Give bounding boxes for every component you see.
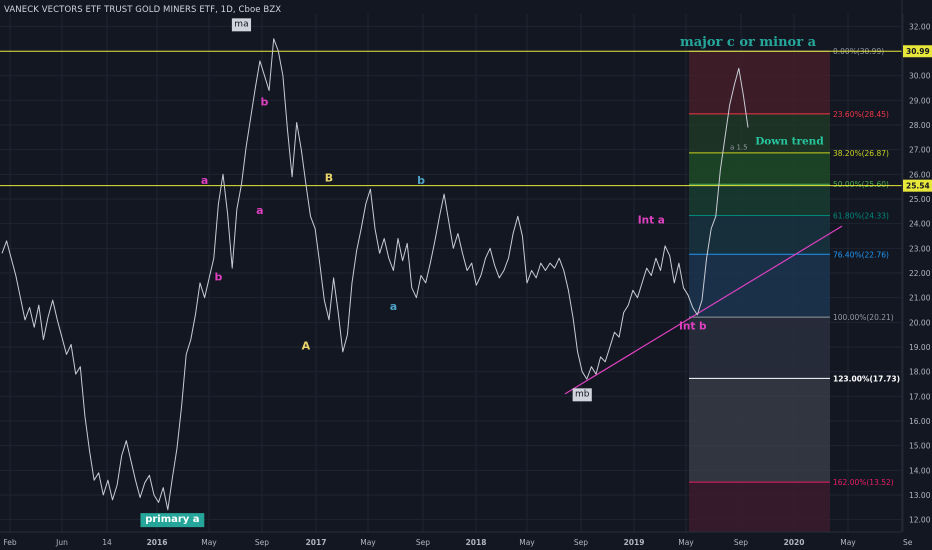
- fib-zone: [689, 482, 830, 532]
- y-tick-label: 20.00: [909, 318, 931, 327]
- y-tick-label: 19.00: [909, 343, 931, 352]
- annotation-label: A: [302, 339, 311, 352]
- fib-zone: [689, 317, 830, 379]
- price-series-line: [1, 38, 749, 511]
- annotation-label: B: [325, 172, 333, 185]
- fib-level-label: 61.80%(24.33): [833, 212, 889, 221]
- annotation-box: [572, 388, 592, 402]
- x-tick-label: May: [840, 538, 856, 547]
- annotation-box: [231, 18, 252, 32]
- annotation-label: b: [261, 95, 269, 108]
- y-tick-label: 16.00: [909, 417, 931, 426]
- y-tick-label: 18.00: [909, 368, 931, 377]
- x-tick-label: Sep: [574, 538, 588, 547]
- x-tick-label: May: [201, 538, 217, 547]
- fib-zone: [689, 378, 830, 483]
- y-tick-label: 13.00: [909, 491, 931, 500]
- annotation-label: Down trend: [755, 136, 824, 148]
- y-tick-label: 12.00: [909, 516, 931, 525]
- fib-level-label: 123.00%(17.73): [833, 374, 900, 383]
- chart-title: VANECK VECTORS ETF TRUST GOLD MINERS ETF…: [4, 5, 282, 15]
- x-tick-label: Jun: [55, 538, 68, 547]
- y-tick-label: 28.00: [909, 121, 931, 130]
- y-tick-label: 27.00: [909, 146, 931, 155]
- y-tick-label: 17.00: [909, 392, 931, 401]
- x-tick-label: May: [678, 538, 694, 547]
- annotation-label: a: [201, 174, 208, 187]
- price-tag-label: 25.54: [906, 182, 930, 191]
- fib-zone: [689, 152, 830, 185]
- annotation-label: Int a: [638, 215, 665, 227]
- x-tick-label: Feb: [3, 538, 17, 547]
- trend-line: [564, 225, 843, 395]
- fib-level-label: 38.20%(26.87): [833, 149, 889, 158]
- fib-level-label: 23.60%(28.45): [833, 110, 889, 119]
- x-tick-label: 2018: [466, 538, 487, 547]
- fib-level-label: 50.00%(25.60): [833, 180, 889, 189]
- annotation-label: a: [390, 300, 397, 313]
- y-tick-label: 29.00: [909, 96, 931, 105]
- fib-level-label: 162.00%(13.52): [833, 478, 894, 487]
- annotation-label: a: [256, 204, 263, 217]
- y-tick-label: 32.00: [909, 22, 931, 31]
- x-tick-label: 2019: [624, 538, 645, 547]
- annotation-box: [140, 513, 205, 528]
- annotation-label: Int b: [679, 321, 707, 333]
- y-tick-label: 14.00: [909, 466, 931, 475]
- price-tag-box: [903, 45, 932, 58]
- y-tick-label: 30.00: [909, 72, 931, 81]
- y-tick-label: 25.00: [909, 195, 931, 204]
- annotation-label: b: [417, 174, 425, 187]
- x-tick-label: Sep: [255, 538, 269, 547]
- x-tick-label: 2017: [306, 538, 327, 547]
- annotation-label: major c or minor a: [680, 35, 817, 50]
- x-tick-label: 2020: [784, 538, 805, 547]
- x-tick-label: Sep: [416, 538, 430, 547]
- price-tag-label: 30.99: [906, 47, 930, 56]
- fib-zone: [689, 184, 830, 216]
- fib-zone: [689, 51, 830, 114]
- price-tag-box: [903, 179, 932, 192]
- x-tick-label: Sep: [734, 538, 748, 547]
- y-tick-label: 23.00: [909, 244, 931, 253]
- annotation-label: b: [214, 270, 222, 283]
- y-tick-label: 22.00: [909, 269, 931, 278]
- x-tick-label: May: [519, 538, 535, 547]
- y-tick-label: 21.00: [909, 294, 931, 303]
- annotation-label: a 1.5: [730, 144, 748, 152]
- y-tick-label: 15.00: [909, 442, 931, 451]
- fib-level-label: 76.40%(22.76): [833, 250, 889, 259]
- annotation-label: mb: [575, 389, 590, 399]
- y-tick-label: 26.00: [909, 170, 931, 179]
- fib-zone: [689, 113, 830, 153]
- annotation-label: ma: [234, 19, 248, 29]
- x-tick-label: 2016: [147, 538, 168, 547]
- fib-zone: [689, 254, 830, 318]
- x-tick-label: Se: [903, 538, 913, 547]
- x-tick-label: 14: [102, 538, 112, 547]
- x-tick-label: May: [360, 538, 376, 547]
- fib-level-label: 100.00%(20.21): [833, 313, 894, 322]
- y-tick-label: 24.00: [909, 220, 931, 229]
- annotation-label: primary a: [145, 514, 199, 525]
